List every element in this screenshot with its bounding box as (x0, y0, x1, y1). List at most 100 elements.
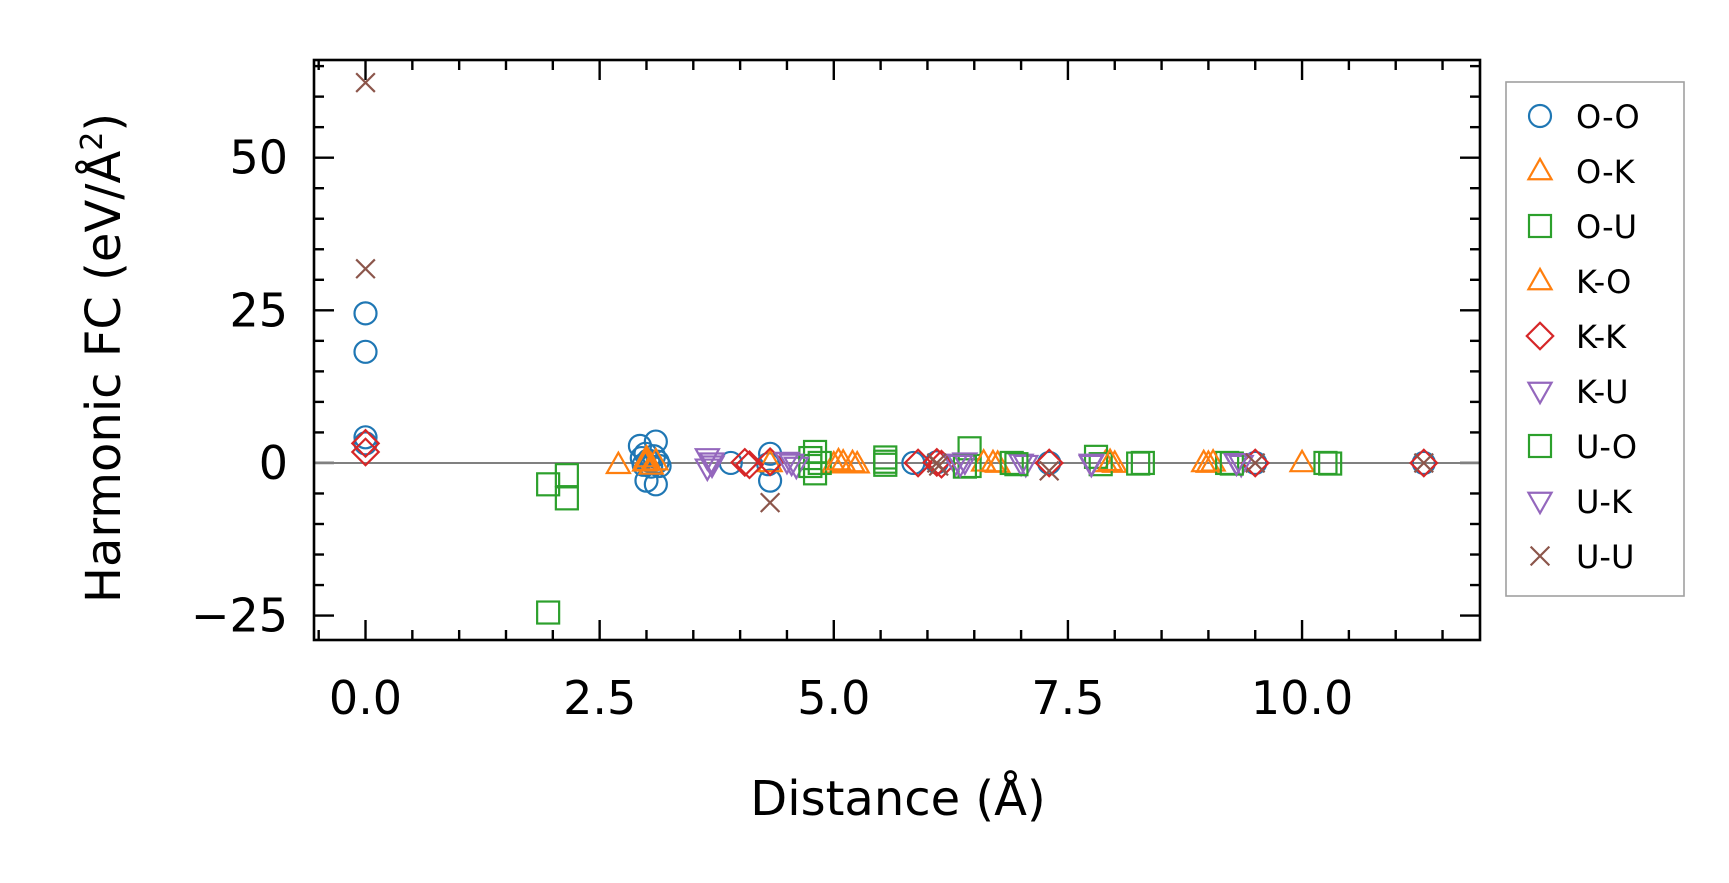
point-u-u (355, 258, 376, 279)
series-k-u (693, 448, 1255, 483)
point-o-k (1101, 449, 1129, 473)
legend-marker-icon (1526, 266, 1554, 291)
legend-items: O-O O-K O-U K-O K-K K-U U-O U-K U-U (1525, 98, 1640, 576)
point-o-o (1037, 450, 1062, 476)
point-k-u (782, 456, 810, 481)
y-axis-label-superscript: 2 (75, 132, 110, 151)
point-k-k (350, 437, 381, 467)
legend-marker-icon (1527, 103, 1553, 129)
point-u-k (946, 454, 974, 479)
point-u-u (1245, 452, 1266, 474)
point-o-u (554, 486, 579, 511)
point-o-u (536, 472, 561, 497)
legend-label: K-U (1576, 373, 1629, 411)
legend-item-u-u: U-U (1529, 538, 1634, 576)
point-k-k (1409, 448, 1439, 478)
legend-marker-icon (1526, 381, 1554, 406)
point-u-u (1039, 460, 1060, 482)
legend-marker-icon (1526, 156, 1554, 181)
point-o-u (1088, 452, 1113, 477)
point-o-o (353, 301, 378, 326)
legend-label: O-O (1576, 98, 1640, 136)
point-u-o (798, 453, 823, 479)
point-k-u (951, 452, 979, 477)
x-tick-label: 0.0 (329, 671, 402, 725)
plot-frame (312, 58, 1482, 642)
point-u-u (1413, 452, 1434, 474)
data-points (350, 72, 1439, 625)
point-u-k (1223, 452, 1250, 477)
x-axis-label: Distance (Å) (750, 770, 1045, 827)
legend-label: U-U (1576, 538, 1634, 576)
series-u-o (798, 449, 1244, 479)
legend-label: K-O (1576, 263, 1631, 301)
y-axis-label-main: Harmonic FC (eV/Å (75, 151, 132, 604)
point-k-o (1096, 447, 1124, 472)
point-k-k (1034, 448, 1064, 478)
point-o-u (999, 450, 1024, 476)
legend-item-u-o: U-O (1527, 428, 1637, 466)
point-o-o (757, 468, 783, 493)
point-o-o (643, 429, 668, 454)
point-o-o (353, 425, 378, 450)
point-k-u (1227, 454, 1255, 479)
point-k-o (825, 446, 852, 471)
legend-marker-icon (1525, 321, 1555, 351)
series-k-o (633, 446, 1227, 472)
point-k-k (730, 447, 760, 478)
point-k-o (970, 448, 998, 472)
point-o-k (820, 449, 848, 474)
legend-item-o-o: O-O (1527, 98, 1640, 136)
point-o-k (839, 448, 866, 473)
y-axis-label-close: ) (76, 113, 132, 132)
legend-marker-icon (1526, 491, 1554, 516)
y-axis-label: Harmonic FC (eV/Å2) (75, 113, 132, 603)
point-o-k (756, 448, 784, 473)
legend-label: U-O (1576, 428, 1637, 466)
point-o-u (554, 463, 579, 488)
y-tick-label: 50 (229, 131, 288, 185)
legend-item-o-u: O-U (1527, 208, 1637, 246)
point-k-u (698, 452, 726, 477)
point-u-u (928, 455, 949, 477)
legend-marker-icon (1527, 213, 1553, 239)
legend-item-k-u: K-U (1526, 373, 1629, 411)
point-o-k (843, 449, 871, 474)
legend-item-u-k: U-K (1526, 483, 1633, 521)
y-tick-label: −25 (191, 589, 288, 643)
series-u-u (355, 72, 1434, 513)
legend: O-O O-K O-U K-O K-K K-U U-O U-K U-U (1505, 81, 1685, 597)
point-u-o (873, 449, 898, 474)
point-o-k (1194, 449, 1222, 473)
point-u-k (778, 453, 806, 478)
legend-label: O-U (1576, 208, 1637, 246)
point-k-u (773, 451, 801, 476)
point-k-o (1199, 448, 1227, 472)
point-u-o (1126, 451, 1151, 476)
series-o-k (604, 443, 1316, 475)
point-k-k (350, 428, 381, 459)
point-u-u (759, 492, 781, 513)
series-k-k (350, 428, 1439, 480)
point-o-k (637, 451, 665, 475)
y-tick-label: 25 (229, 283, 288, 337)
axis-ticks (314, 60, 1480, 640)
legend-item-k-o: K-O (1526, 263, 1631, 301)
series-u-k (698, 452, 1250, 480)
x-tick-labels: 0.0 2.5 5.0 7.5 10.0 (329, 671, 1353, 725)
point-o-o (1411, 450, 1436, 476)
point-k-u (1012, 454, 1040, 479)
point-k-o (633, 447, 660, 472)
legend-label: K-K (1576, 318, 1627, 356)
x-tick-label: 10.0 (1251, 671, 1353, 725)
point-u-k (1077, 454, 1105, 479)
point-o-u (536, 600, 561, 625)
legend-marker-icon (1529, 545, 1551, 567)
x-tick-label: 7.5 (1031, 671, 1104, 725)
point-o-u (1318, 451, 1343, 476)
point-u-u (355, 72, 376, 93)
legend-item-k-k: K-K (1525, 318, 1627, 356)
legend-item-o-k: O-K (1526, 153, 1636, 191)
point-o-k (604, 450, 632, 475)
